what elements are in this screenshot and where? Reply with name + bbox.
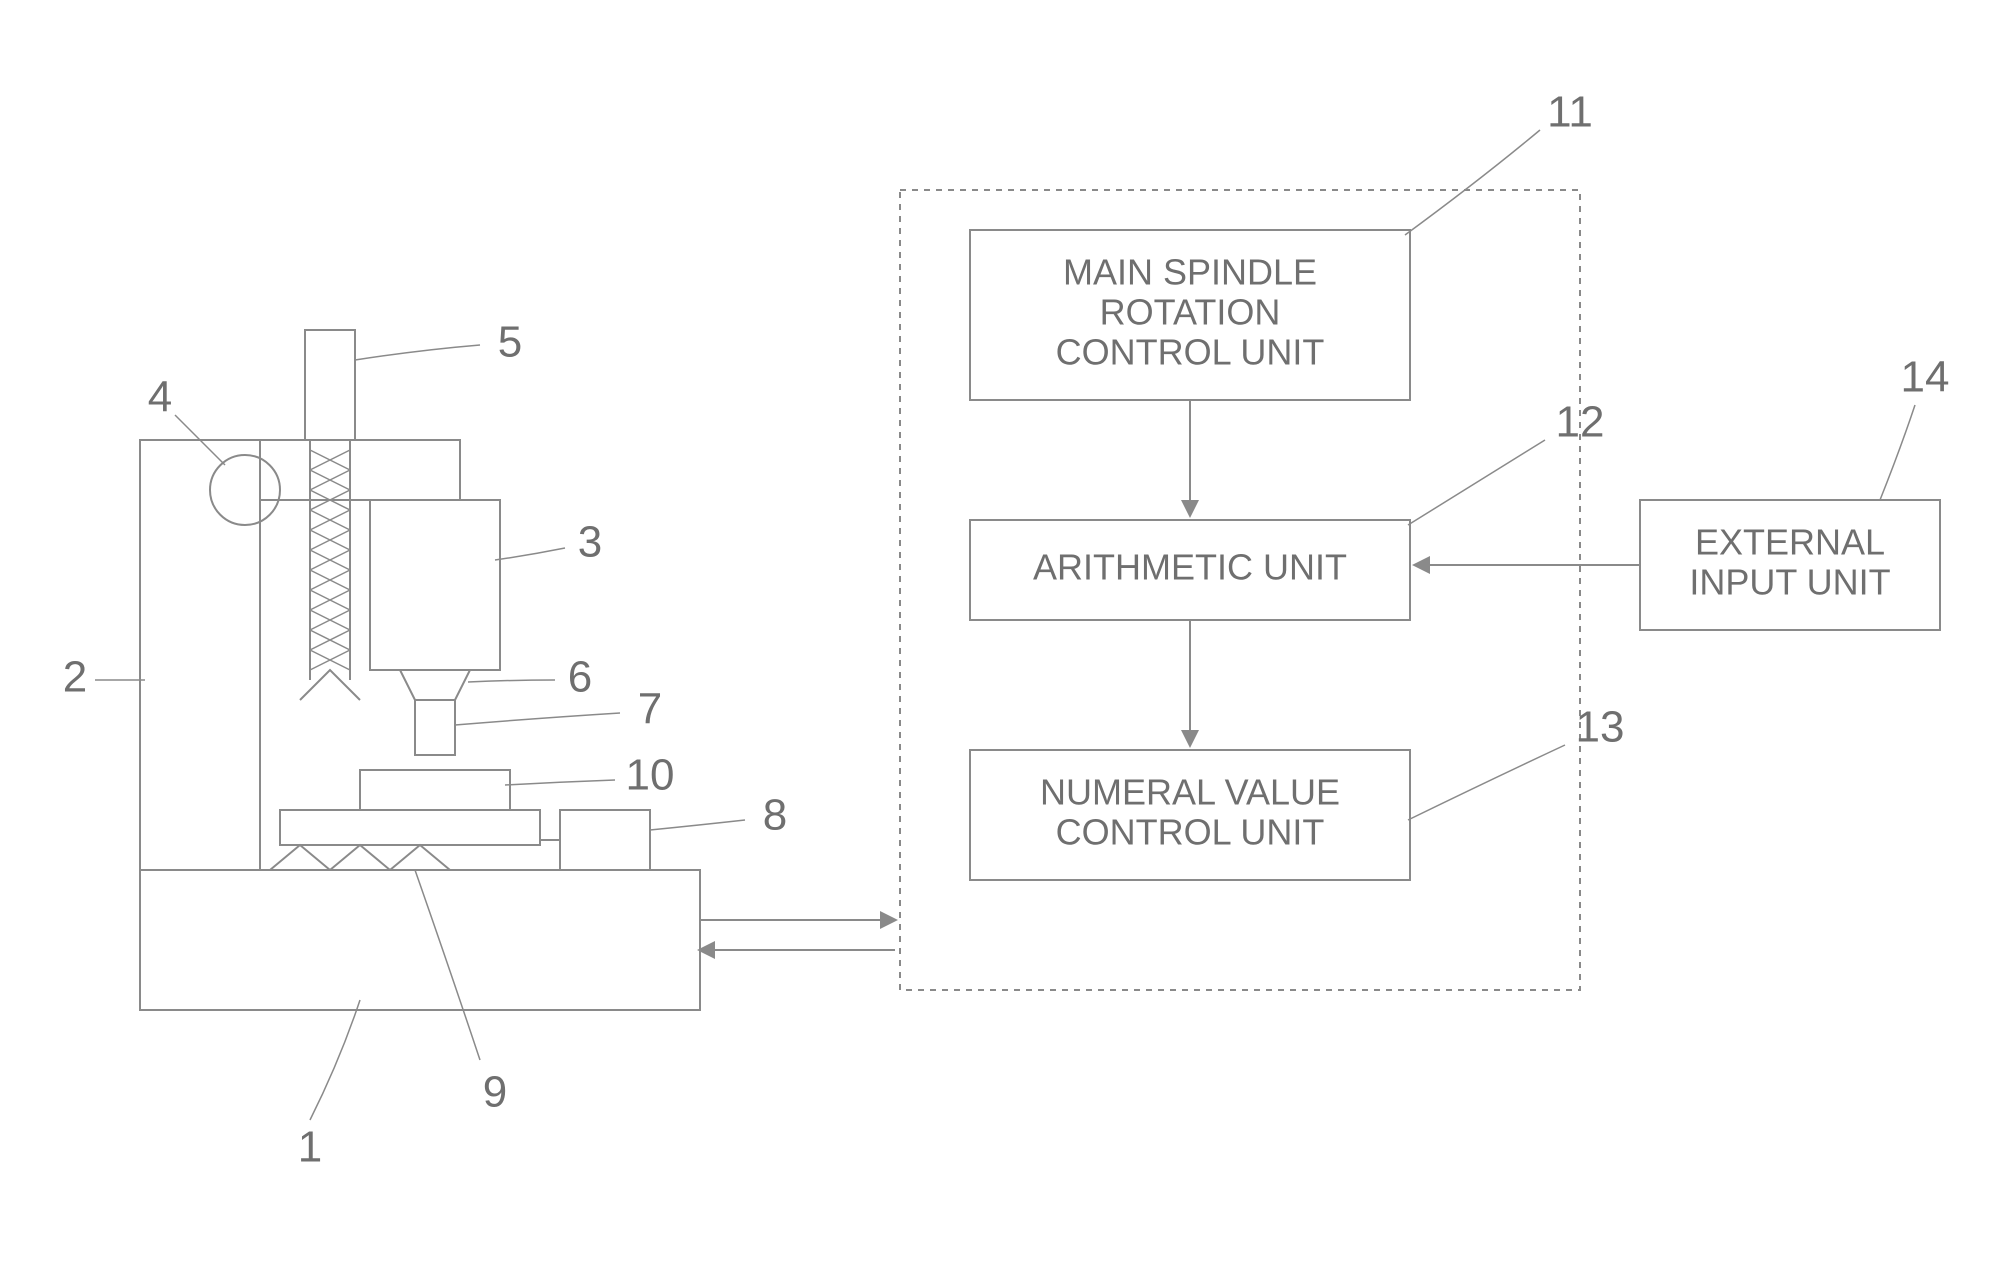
guideways	[270, 845, 450, 870]
label-11: 11	[1547, 88, 1593, 137]
block12-line1: ARITHMETIC UNIT	[1033, 547, 1347, 588]
label-3: 3	[578, 518, 602, 567]
tool	[415, 700, 455, 755]
column	[140, 440, 260, 870]
label-7: 7	[638, 685, 662, 734]
spindle-head	[370, 500, 500, 670]
servo-motor-x	[560, 810, 650, 870]
label-14: 14	[1901, 353, 1950, 402]
label-10: 10	[626, 751, 675, 800]
block13-line2: CONTROL UNIT	[1056, 812, 1325, 853]
block14-line1: EXTERNAL	[1695, 522, 1885, 563]
block13-line1: NUMERAL VALUE	[1040, 772, 1340, 813]
base	[140, 870, 700, 1010]
label-1: 1	[298, 1123, 322, 1172]
external-input-unit-group: EXTERNAL INPUT UNIT	[1415, 500, 1940, 630]
spindle-nose	[400, 670, 470, 700]
block14-line2: INPUT UNIT	[1689, 562, 1890, 603]
workpiece	[360, 770, 510, 810]
servo-motor-z	[305, 330, 355, 440]
label-8: 8	[763, 791, 787, 840]
label-12: 12	[1556, 398, 1605, 447]
label-6: 6	[568, 653, 592, 702]
table	[280, 810, 540, 845]
controller: MAIN SPINDLE ROTATION CONTROL UNIT ARITH…	[900, 190, 1580, 990]
label-13: 13	[1576, 703, 1625, 752]
label-9: 9	[483, 1068, 507, 1117]
head-carrier	[260, 440, 460, 500]
block11-line2: ROTATION	[1100, 292, 1281, 333]
label-5: 5	[498, 318, 522, 367]
machine-tool	[140, 330, 700, 1010]
label-2: 2	[63, 653, 87, 702]
block11-line1: MAIN SPINDLE	[1063, 252, 1317, 293]
label-4: 4	[148, 373, 172, 422]
sensor	[210, 455, 280, 525]
block11-line3: CONTROL UNIT	[1056, 332, 1325, 373]
